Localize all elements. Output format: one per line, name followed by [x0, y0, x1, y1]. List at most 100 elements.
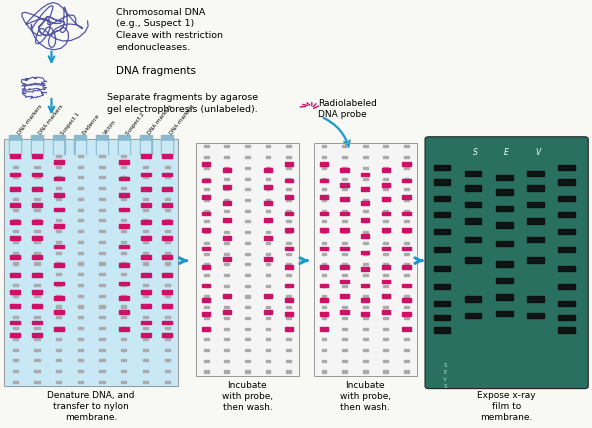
Bar [12, 176, 18, 178]
Bar [121, 198, 127, 200]
Bar [320, 327, 328, 330]
Text: DNA markers: DNA markers [147, 104, 173, 136]
Bar [361, 251, 369, 255]
Text: Suspect 2: Suspect 2 [125, 111, 146, 136]
Bar [162, 304, 172, 308]
Bar [99, 220, 105, 221]
Bar [78, 338, 83, 340]
Bar [363, 285, 368, 287]
Bar [56, 338, 62, 340]
Bar [224, 188, 229, 190]
Bar [223, 169, 231, 172]
Bar [266, 327, 271, 330]
Bar [143, 241, 148, 243]
Bar [287, 263, 291, 265]
Bar [34, 338, 40, 340]
Bar [78, 176, 83, 178]
Bar [433, 179, 450, 184]
Bar [119, 296, 129, 300]
Bar [223, 294, 231, 297]
Bar [285, 162, 293, 166]
Bar [143, 273, 148, 275]
Bar [224, 167, 229, 169]
Bar [363, 306, 368, 308]
Bar [363, 371, 368, 372]
Bar [99, 198, 105, 200]
Bar [10, 333, 20, 337]
Bar [285, 212, 293, 215]
Bar [34, 241, 40, 243]
Bar [56, 273, 62, 275]
Bar [224, 146, 229, 148]
Bar [10, 304, 20, 308]
Bar [121, 187, 127, 189]
Bar [320, 298, 328, 302]
Bar [78, 262, 83, 265]
Bar [10, 236, 20, 240]
Bar [223, 201, 231, 205]
Bar [342, 242, 347, 244]
Bar [321, 199, 326, 201]
Bar [9, 135, 21, 154]
Bar [363, 199, 368, 201]
Bar [342, 274, 347, 276]
Bar [321, 371, 326, 372]
Bar [140, 172, 150, 176]
Bar [321, 349, 326, 351]
Bar [340, 247, 349, 250]
Bar [121, 166, 127, 168]
Bar [165, 220, 170, 221]
Bar [266, 156, 271, 158]
Bar [340, 197, 349, 201]
Bar [245, 199, 250, 201]
Bar [433, 315, 450, 320]
Bar [558, 327, 575, 333]
Bar [119, 141, 128, 154]
Bar [56, 166, 62, 168]
Bar [12, 316, 18, 318]
Bar [527, 297, 544, 302]
Bar [266, 285, 271, 287]
Bar [99, 381, 105, 383]
Bar [496, 206, 513, 211]
Bar [99, 241, 105, 243]
Bar [78, 295, 83, 297]
Bar [382, 169, 390, 172]
Bar [12, 241, 18, 243]
Bar [245, 327, 250, 330]
Bar [143, 209, 148, 211]
Bar [404, 253, 409, 255]
Bar [245, 253, 250, 255]
Bar [320, 247, 328, 250]
Bar [119, 193, 129, 197]
Bar [140, 273, 150, 277]
Bar [99, 166, 105, 168]
Bar [342, 146, 347, 148]
Bar [266, 146, 271, 148]
Bar [12, 306, 18, 308]
Bar [78, 370, 83, 372]
Bar [287, 188, 291, 190]
Bar [204, 253, 208, 255]
Bar [99, 348, 105, 351]
Bar [32, 220, 42, 223]
Text: V: V [535, 148, 540, 158]
Bar [12, 155, 18, 157]
Bar [382, 247, 390, 250]
Bar [404, 146, 409, 148]
Bar [143, 252, 148, 254]
Bar [121, 306, 127, 308]
Bar [287, 371, 291, 372]
Bar [527, 185, 544, 190]
Bar [321, 263, 326, 265]
Bar [204, 263, 208, 265]
Bar [266, 188, 271, 190]
Bar [34, 252, 40, 254]
Bar [99, 359, 105, 361]
Bar [204, 360, 208, 362]
Bar [78, 348, 83, 351]
Bar [382, 310, 390, 314]
Bar [363, 220, 368, 223]
Bar [285, 298, 293, 302]
Bar [202, 179, 210, 182]
